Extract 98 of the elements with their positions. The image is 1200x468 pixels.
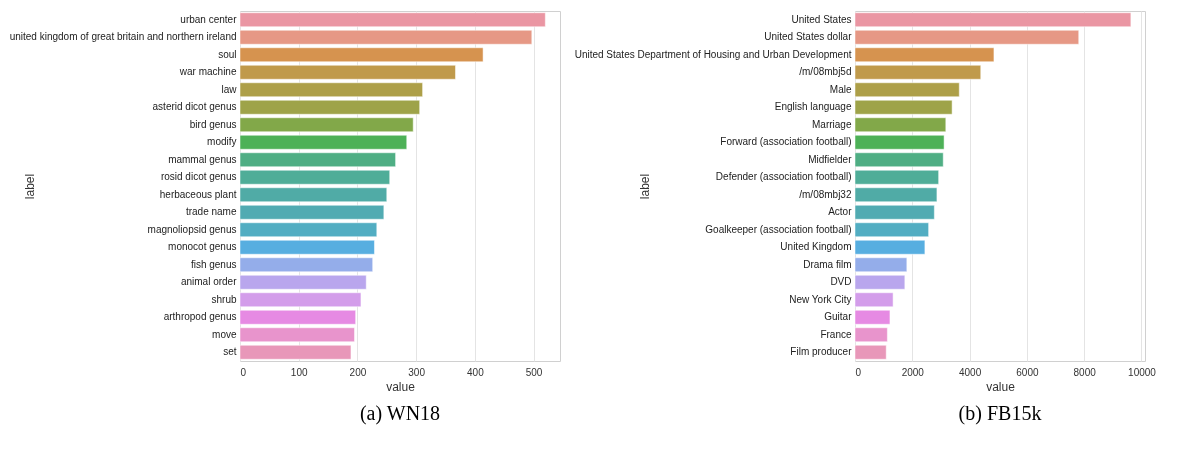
bar (239, 12, 546, 28)
x-tick-label: 400 (467, 366, 485, 378)
y-tick-label: Male (829, 83, 852, 95)
y-tick-label: set (223, 346, 237, 358)
y-tick-label: /m/08mbj32 (799, 188, 852, 200)
bar (239, 29, 533, 45)
y-tick-label: United States Department of Housing and Urban Development (574, 48, 852, 60)
y-axis-title: label (637, 173, 652, 200)
y-tick-label: trade name (185, 206, 237, 218)
bar (239, 344, 352, 360)
bar (854, 309, 891, 325)
bar (854, 99, 953, 115)
y-tick-label: united kingdom of great britain and northern ireland (9, 31, 237, 43)
x-tick-label: 10000 (1128, 366, 1157, 378)
y-tick-label: DVD (830, 276, 852, 288)
x-tick-label: 100 (290, 366, 308, 378)
bar (239, 204, 385, 220)
text: (a) WN18 (359, 402, 441, 425)
y-tick-label: bird genus (189, 118, 237, 130)
x-tick-label: 8000 (1073, 366, 1097, 378)
bar (239, 99, 421, 115)
y-tick-label: United States (791, 13, 852, 25)
bar (239, 117, 414, 133)
bar (854, 344, 887, 360)
x-axis-title: value (386, 379, 416, 394)
bar (854, 29, 1080, 45)
bar (239, 327, 355, 343)
bar (239, 169, 391, 185)
x-tick-label: 4000 (958, 366, 982, 378)
y-tick-label: war machine (178, 66, 237, 78)
bar (239, 292, 362, 308)
bar (239, 82, 424, 98)
bar (854, 292, 894, 308)
bar (854, 327, 888, 343)
y-tick-label: Marriage (812, 118, 852, 130)
y-tick-label: Drama film (803, 258, 852, 270)
bar (239, 257, 374, 273)
bar (854, 152, 944, 168)
y-tick-label: English language (774, 101, 852, 113)
bar (854, 222, 930, 238)
x-tick-label: 0 (855, 366, 862, 378)
bar (854, 82, 960, 98)
y-tick-label: arthropod genus (163, 311, 237, 323)
bar (239, 134, 408, 150)
y-tick-label: United Kingdom (780, 241, 852, 253)
y-tick-label: Film producer (790, 346, 853, 358)
text: (b) FB15k (958, 402, 1042, 425)
y-tick-label: urban center (180, 13, 238, 25)
y-tick-label: asterid dicot genus (152, 101, 237, 113)
bar (239, 309, 357, 325)
x-tick-label: 0 (240, 366, 247, 378)
bar (239, 187, 388, 203)
y-tick-label: shrub (211, 293, 237, 305)
bar (854, 134, 945, 150)
bar (239, 64, 456, 80)
bar (239, 152, 397, 168)
y-tick-label: Actor (828, 206, 853, 218)
x-tick-label: 2000 (901, 366, 925, 378)
y-tick-label: law (221, 83, 238, 95)
y-tick-label: Defender (association football) (715, 171, 852, 183)
bar (239, 274, 367, 290)
y-tick-label: United States dollar (764, 31, 853, 43)
x-tick-label: 500 (525, 366, 543, 378)
bar (854, 204, 935, 220)
x-tick-label: 200 (349, 366, 367, 378)
bar (854, 47, 995, 63)
bar (239, 47, 484, 63)
bar (854, 187, 938, 203)
bar (854, 12, 1132, 28)
bar (239, 239, 375, 255)
bar (854, 64, 982, 80)
y-tick-label: move (212, 328, 237, 340)
y-tick-label: animal order (180, 276, 238, 288)
bar (854, 117, 947, 133)
y-tick-label: monocot genus (168, 241, 237, 253)
y-tick-label: herbaceous plant (159, 188, 237, 200)
x-axis-title: value (986, 379, 1016, 394)
y-tick-label: fish genus (190, 258, 237, 270)
bar (854, 274, 906, 290)
x-tick-label: 300 (408, 366, 426, 378)
y-tick-label: Forward (association football) (720, 136, 852, 148)
bar (854, 239, 926, 255)
bar (854, 257, 908, 273)
y-tick-label: Midfielder (808, 153, 853, 165)
bar (239, 222, 378, 238)
y-tick-label: rosid dicot genus (160, 171, 237, 183)
y-axis-title: label (22, 173, 37, 200)
y-tick-label: magnoliopsid genus (147, 223, 237, 235)
y-tick-label: mammal genus (168, 153, 237, 165)
y-tick-label: France (820, 328, 852, 340)
y-tick-label: modify (207, 136, 237, 148)
bar (854, 169, 940, 185)
y-tick-label: Goalkeeper (association football) (705, 223, 852, 235)
x-tick-label: 6000 (1016, 366, 1039, 378)
y-tick-label: Guitar (824, 311, 853, 323)
y-tick-label: New York City (789, 293, 852, 305)
y-tick-label: /m/08mbj5d (799, 66, 852, 78)
y-tick-label: soul (218, 48, 237, 60)
